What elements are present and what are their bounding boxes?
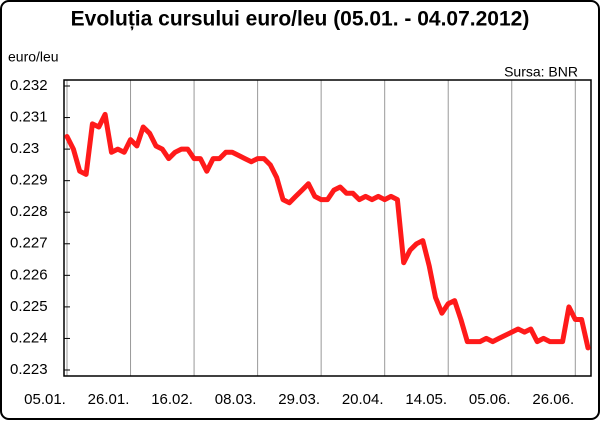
x-tick-label: 14.05.	[405, 391, 447, 408]
y-tick-label: 0.228	[10, 203, 48, 220]
x-tick-label: 05.06.	[469, 391, 511, 408]
chart-title: Evoluția cursului euro/leu (05.01. - 04.…	[71, 8, 530, 31]
x-tick-label: 16.02.	[151, 391, 193, 408]
x-tick-label: 29.03.	[278, 391, 320, 408]
x-tick-label: 08.03.	[215, 391, 257, 408]
y-tick-label: 0.224	[10, 329, 48, 346]
x-tick-label: 26.06.	[532, 391, 574, 408]
y-tick-label: 0.231	[10, 109, 48, 126]
plot-frame	[63, 79, 592, 377]
y-tick-label: 0.232	[10, 77, 48, 94]
y-tick-label: 0.223	[10, 361, 48, 378]
y-tick-label: 0.225	[10, 298, 48, 315]
x-tick-label: 26.01.	[88, 391, 130, 408]
x-tick-label: 05.01.	[24, 391, 66, 408]
y-tick-label: 0.23	[10, 140, 39, 157]
y-tick-label: 0.226	[10, 266, 48, 283]
y-tick-label: 0.229	[10, 172, 48, 189]
y-axis-label: euro/leu	[8, 49, 59, 65]
source-note: Sursa: BNR	[504, 64, 578, 80]
data-line	[64, 111, 591, 351]
x-tick-label: 20.04.	[342, 391, 384, 408]
y-tick-label: 0.227	[10, 235, 48, 252]
